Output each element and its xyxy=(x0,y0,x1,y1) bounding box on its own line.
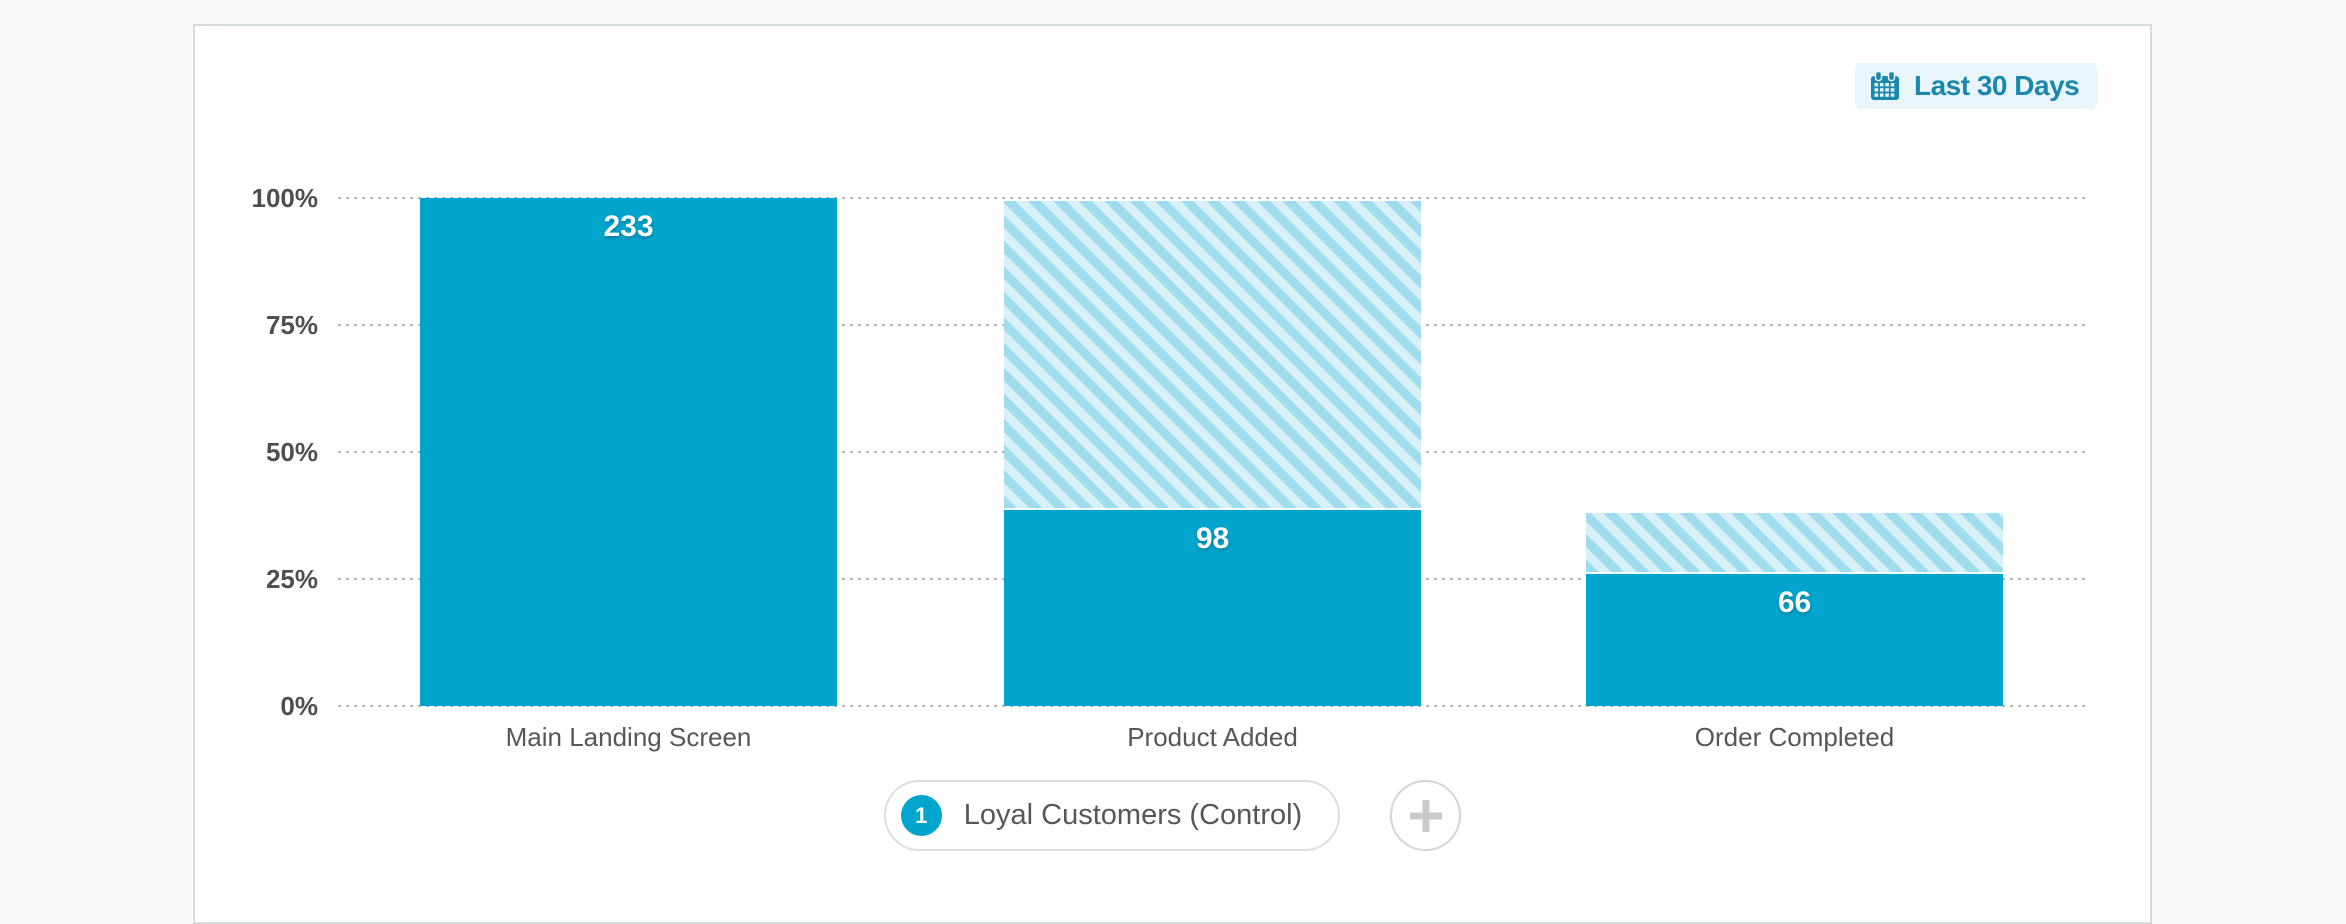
funnel-column-2: 98 xyxy=(1004,198,1421,706)
x-axis-label-2: Product Added xyxy=(1127,722,1298,752)
add-variant-button[interactable] xyxy=(1390,780,1462,851)
funnel-column-3: 66 xyxy=(1586,198,2003,706)
legend-item-loyal-customers[interactable]: 1 Loyal Customers (Control) xyxy=(883,780,1341,851)
funnel-chart: 100% 75% 50% 25% 0% 233 Main Landing Screen 98 P… xyxy=(252,185,2089,752)
funnel-bar-1[interactable]: 233 xyxy=(420,198,837,706)
legend: 1 Loyal Customers (Control) xyxy=(195,780,2150,851)
funnel-bar-dropoff-3[interactable] xyxy=(1586,513,2003,574)
x-axis-label-3: Order Completed xyxy=(1694,722,1895,752)
plus-icon xyxy=(1406,796,1446,836)
y-axis-tick-50%: 50% xyxy=(265,437,318,467)
funnel-bar-dropoff-2[interactable] xyxy=(1004,201,1421,511)
y-axis-tick-0%: 0% xyxy=(280,691,318,721)
gridline-0% xyxy=(338,705,2089,707)
funnel-bar-2[interactable]: 98 xyxy=(1004,510,1421,706)
date-range-label: Last 30 Days xyxy=(1914,70,2080,101)
x-axis-label-1: Main Landing Screen xyxy=(505,722,752,752)
y-axis-tick-75%: 75% xyxy=(265,310,318,340)
report-card: Last 30 Days 100% 75% 50% 25% 0% 233 Main Land… xyxy=(193,24,2152,924)
gridline-100% xyxy=(338,197,2089,199)
legend-item-label: Loyal Customers (Control) xyxy=(963,799,1303,831)
date-range-button[interactable]: Last 30 Days xyxy=(1855,63,2098,109)
y-axis-tick-25%: 25% xyxy=(265,564,318,594)
bar-value-label: 233 xyxy=(603,210,654,243)
legend-index-badge: 1 xyxy=(900,795,942,836)
y-axis-tick-100%: 100% xyxy=(251,183,319,213)
funnel-bar-3[interactable]: 66 xyxy=(1586,573,2003,706)
bar-value-label: 98 xyxy=(1195,522,1230,556)
funnel-column-1: 233 xyxy=(420,198,837,706)
bar-value-label: 66 xyxy=(1777,585,1812,619)
calendar-icon xyxy=(1869,70,1901,102)
